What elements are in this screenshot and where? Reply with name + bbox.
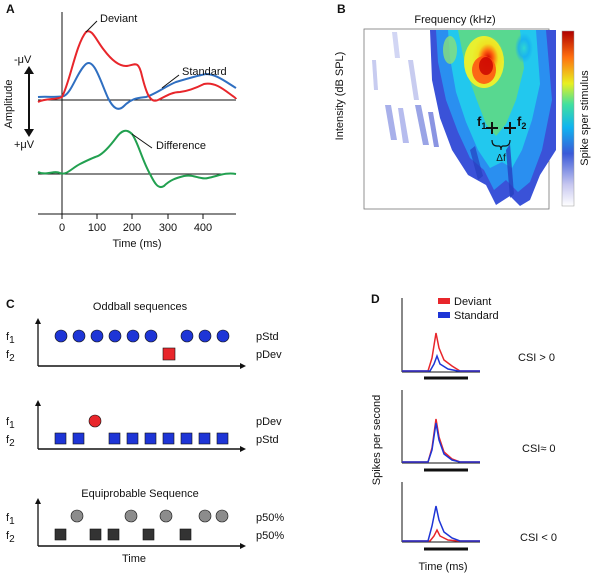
colorbar-label: Spike sper stimulus <box>579 70 591 166</box>
xtick-300: 300 <box>159 222 177 234</box>
row3-f1-tones <box>70 509 229 523</box>
panel-c: C Oddball sequences f1 f2 pStd pDev f1 f… <box>6 297 284 565</box>
csi-positive-label: CSI > 0 <box>518 352 555 364</box>
psth-2-deviant <box>402 418 480 463</box>
row3-f2-label: f2 <box>6 530 15 545</box>
panel-b: B Frequency (kHz) Intensity (dB SPL) <box>334 2 591 210</box>
row1-f2-label: f2 <box>6 349 15 364</box>
xtick-100: 100 <box>88 222 106 234</box>
csi-negative-label: CSI < 0 <box>520 532 557 544</box>
difference-waveform <box>37 129 237 188</box>
xtick-400: 400 <box>194 222 212 234</box>
equiprobable-sequence: f1 f2 p50% p50% <box>6 498 284 549</box>
row2-bottom-label: pStd <box>256 434 279 446</box>
f2-label: f2 <box>517 114 526 131</box>
xtick-0: 0 <box>59 222 65 234</box>
panel-a-xlabel: Time (ms) <box>112 238 161 250</box>
deviant-label: Deviant <box>100 13 137 25</box>
row2-f2-label: f2 <box>6 434 15 449</box>
row3-top-label: p50% <box>256 512 284 524</box>
row2-f1-label: f1 <box>6 416 15 431</box>
row2-top-label: pDev <box>256 416 282 428</box>
standard-pointer <box>161 74 180 89</box>
oddball-sequence-1: f1 f2 pStd pDev <box>6 318 282 369</box>
panel-c-xlabel: Time <box>122 553 146 565</box>
row1-bottom-label: pDev <box>256 349 282 361</box>
legend: Deviant Standard <box>438 296 499 322</box>
f1-marker <box>486 122 498 134</box>
oddball-sequence-2: f1 f2 pDev pStd <box>6 400 282 452</box>
row2-standard-tones <box>54 432 229 445</box>
f1-label: f1 <box>477 114 486 131</box>
legend-deviant-swatch <box>438 298 450 304</box>
row1-standard-tones <box>54 329 230 343</box>
panel-a: A 0 100 200 300 400 Time (ms) Amplitude … <box>3 2 237 250</box>
response-heatmap <box>372 30 556 206</box>
delta-f-brace <box>491 139 511 151</box>
psth-csi-negative: CSI < 0 <box>401 482 557 551</box>
panel-a-letter: A <box>6 2 15 16</box>
f2-marker <box>504 122 516 134</box>
panel-d-letter: D <box>371 292 380 306</box>
panel-b-letter: B <box>337 2 346 16</box>
oddball-title: Oddball sequences <box>93 301 188 313</box>
legend-standard-swatch <box>438 312 450 318</box>
panel-d: D Deviant Standard Spikes per second CSI… <box>371 292 557 573</box>
psth-3-standard <box>402 505 480 542</box>
panel-d-ylabel: Spikes per second <box>371 395 383 486</box>
panel-d-xlabel: Time (ms) <box>418 561 467 573</box>
psth-2-standard <box>402 422 480 463</box>
delta-f-label: Δf <box>496 153 506 164</box>
row3-f2-tones <box>54 528 192 541</box>
row3-f1-label: f1 <box>6 512 15 527</box>
neg-uv-label: -μV <box>14 54 32 66</box>
legend-deviant-label: Deviant <box>454 296 491 308</box>
time-ticks <box>61 214 204 219</box>
psth-csi-zero: CSI≈ 0 <box>401 390 556 472</box>
psth-csi-positive: CSI > 0 <box>401 298 555 380</box>
row1-f1-label: f1 <box>6 331 15 346</box>
psth-3-deviant <box>402 528 480 542</box>
amplitude-label: Amplitude <box>3 80 15 129</box>
deviant-pointer <box>85 20 98 33</box>
deviant-waveform <box>37 30 237 103</box>
colorbar <box>561 30 575 207</box>
difference-pointer <box>131 133 153 149</box>
row1-top-label: pStd <box>256 331 279 343</box>
panel-c-letter: C <box>6 297 15 311</box>
pos-uv-label: +μV <box>14 139 35 151</box>
row3-bottom-label: p50% <box>256 530 284 542</box>
amplitude-double-arrow <box>24 66 34 137</box>
row1-deviant-tone <box>162 347 176 361</box>
standard-label: Standard <box>182 66 227 78</box>
standard-waveform <box>37 62 237 110</box>
intensity-axis-label: Intensity (dB SPL) <box>334 52 346 141</box>
equiprobable-title: Equiprobable Sequence <box>81 488 198 500</box>
frequency-axis-title: Frequency (kHz) <box>414 14 495 26</box>
csi-zero-label: CSI≈ 0 <box>522 443 556 455</box>
legend-standard-label: Standard <box>454 310 499 322</box>
psth-1-deviant <box>402 332 480 372</box>
row2-deviant-tone <box>88 414 102 428</box>
psth-1-standard <box>402 353 480 372</box>
difference-label: Difference <box>156 140 206 152</box>
xtick-200: 200 <box>123 222 141 234</box>
